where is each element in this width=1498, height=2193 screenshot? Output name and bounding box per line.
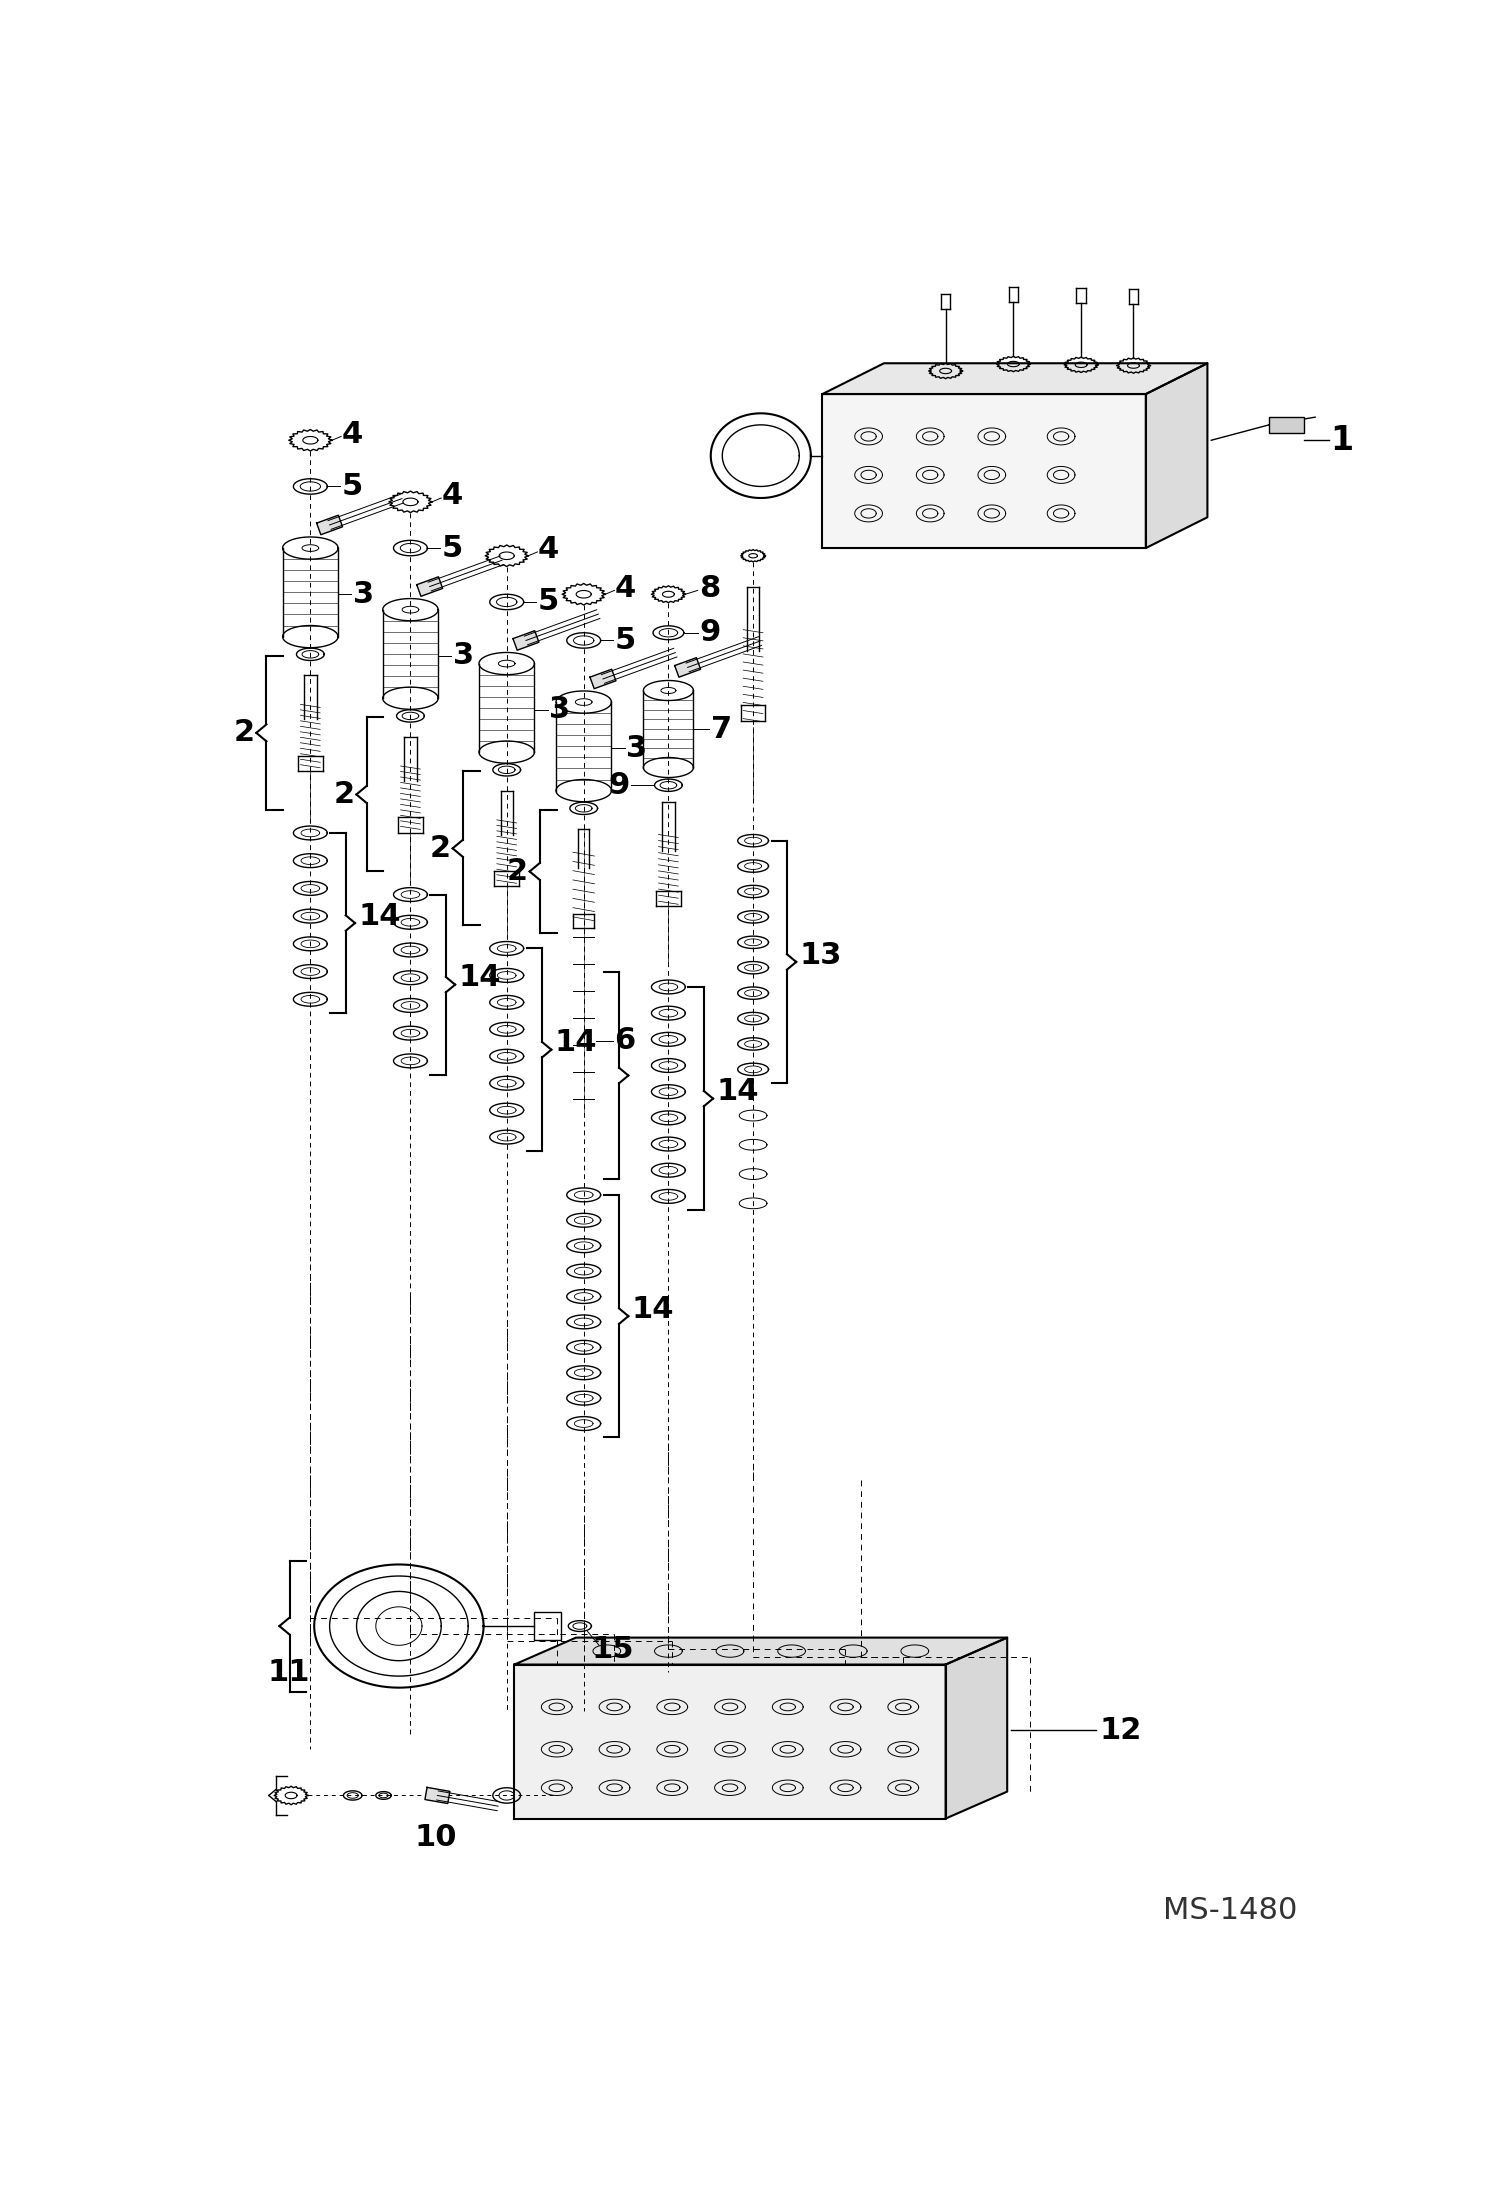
Text: 5: 5 — [614, 625, 635, 656]
Text: 14: 14 — [458, 963, 500, 991]
Text: 5: 5 — [538, 588, 559, 616]
Text: 2: 2 — [430, 833, 451, 862]
Text: 11: 11 — [268, 1658, 310, 1686]
Text: 12: 12 — [1100, 1715, 1141, 1743]
Text: 15: 15 — [592, 1634, 634, 1664]
Polygon shape — [514, 1664, 945, 1818]
Polygon shape — [416, 577, 442, 596]
Text: 10: 10 — [415, 1822, 457, 1853]
Text: 9: 9 — [608, 770, 629, 800]
Polygon shape — [945, 1638, 1007, 1818]
Text: MS-1480: MS-1480 — [1164, 1897, 1297, 1925]
Text: 4: 4 — [442, 480, 463, 511]
Text: 9: 9 — [700, 618, 721, 647]
Text: 3: 3 — [352, 579, 374, 610]
Polygon shape — [590, 669, 616, 689]
Text: 7: 7 — [710, 715, 733, 743]
Text: 14: 14 — [716, 1077, 758, 1105]
Text: 3: 3 — [626, 735, 647, 763]
Text: 2: 2 — [506, 857, 527, 886]
Text: 2: 2 — [234, 719, 255, 748]
Polygon shape — [674, 658, 701, 678]
Text: 4: 4 — [614, 575, 635, 603]
Text: 5: 5 — [442, 533, 463, 564]
Text: 4: 4 — [538, 535, 559, 564]
Polygon shape — [425, 1787, 449, 1803]
Bar — [1269, 417, 1303, 432]
Text: 8: 8 — [700, 575, 721, 603]
Polygon shape — [822, 395, 1146, 548]
Polygon shape — [1146, 364, 1207, 548]
Text: 13: 13 — [800, 941, 842, 969]
Text: 3: 3 — [452, 640, 473, 671]
Text: 2: 2 — [334, 781, 355, 809]
Polygon shape — [514, 1638, 1007, 1664]
Text: 14: 14 — [358, 901, 400, 930]
Text: 14: 14 — [554, 1029, 596, 1057]
Polygon shape — [512, 632, 539, 649]
Polygon shape — [822, 364, 1207, 395]
Text: 1: 1 — [1330, 423, 1354, 456]
Bar — [533, 1612, 560, 1640]
Text: 14: 14 — [632, 1294, 674, 1325]
Polygon shape — [316, 515, 343, 535]
Text: 6: 6 — [614, 1026, 635, 1055]
Text: 3: 3 — [550, 695, 571, 724]
Text: 5: 5 — [342, 471, 363, 500]
Text: 4: 4 — [342, 419, 363, 450]
